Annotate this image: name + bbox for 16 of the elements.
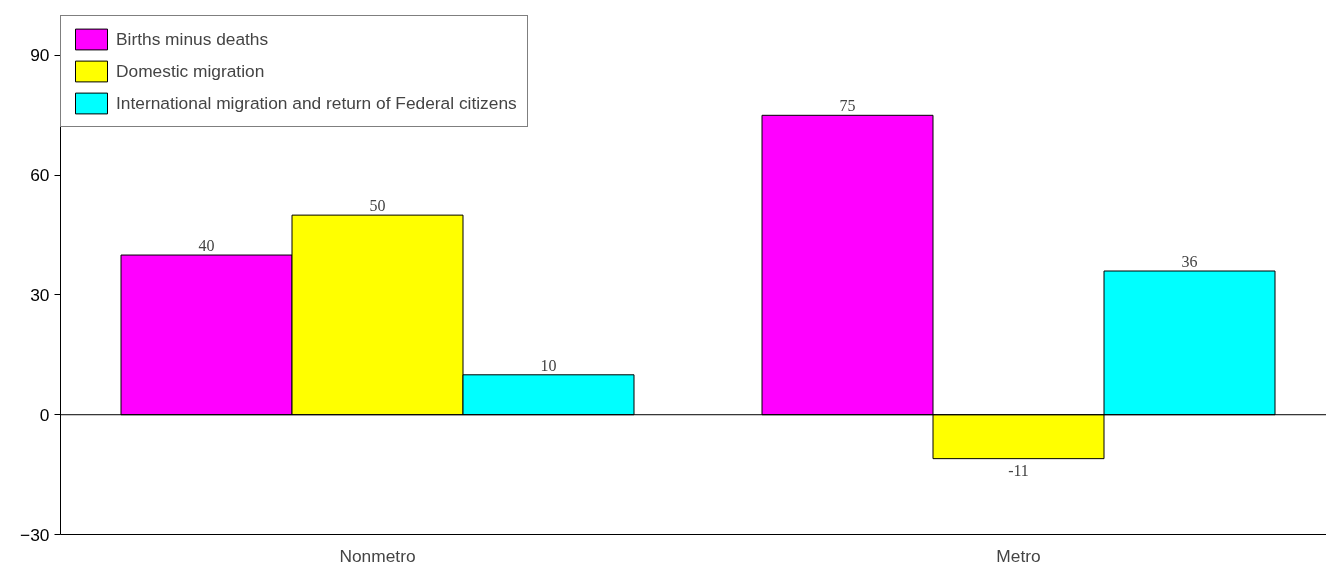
- y-tick-label: 0: [39, 404, 50, 425]
- data-label: 40: [198, 237, 215, 255]
- data-label: -11: [1008, 461, 1029, 479]
- data-label: 50: [369, 197, 386, 215]
- data-label: 36: [1181, 253, 1198, 271]
- x-tick-label: Nonmetro: [339, 545, 416, 566]
- legend-label: Domestic migration: [116, 60, 265, 82]
- y-tick-label: 60: [30, 165, 50, 186]
- legend-label: International migration and return of Federal citizens: [116, 92, 517, 114]
- data-label: 10: [540, 356, 557, 374]
- data-label: 75: [839, 97, 856, 115]
- x-tick-label: Metro: [996, 545, 1041, 566]
- y-tick-label: 30: [30, 284, 50, 305]
- legend-label: Births minus deaths: [116, 28, 269, 50]
- y-tick-label: 90: [30, 45, 50, 66]
- y-tick-label: −30: [20, 524, 50, 545]
